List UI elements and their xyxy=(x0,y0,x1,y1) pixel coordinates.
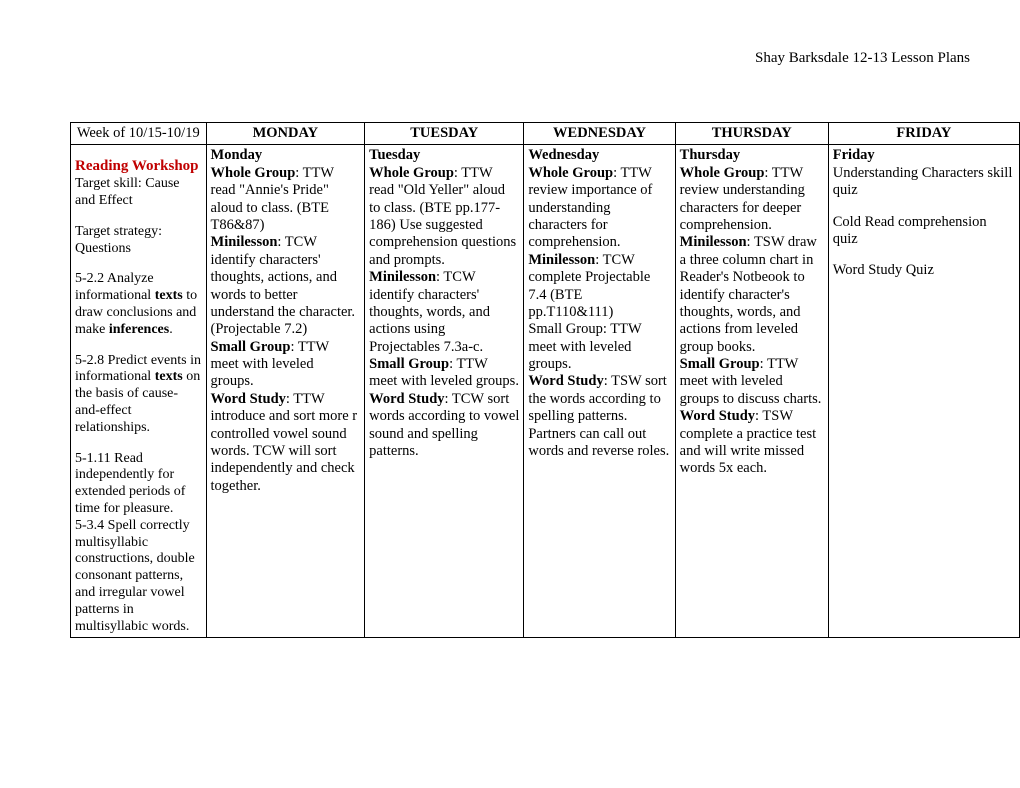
small-group: Small Group: TTW meet with leveled group… xyxy=(528,321,670,373)
day-label: Friday xyxy=(833,147,1015,164)
lesson-plan-table: Week of 10/15-10/19 MONDAY TUESDAY WEDNE… xyxy=(70,122,1020,638)
small-group: Small Group: TTW meet with leveled group… xyxy=(211,339,361,391)
sidebar-cell: Reading Workshop Target skill: Cause and… xyxy=(71,145,207,638)
wednesday-cell: Wednesday Whole Group: TTW review import… xyxy=(524,145,675,638)
col-header-tuesday: TUESDAY xyxy=(365,123,524,145)
word-study: Word Study: TCW sort words according to … xyxy=(369,391,519,461)
minilesson: Minilesson: TCW complete Projectable 7.4… xyxy=(528,252,670,322)
col-header-wednesday: WEDNESDAY xyxy=(524,123,675,145)
subject-title: Reading Workshop xyxy=(75,158,199,174)
whole-group: Whole Group: TTW review importance of un… xyxy=(528,165,670,252)
col-header-friday: FRIDAY xyxy=(828,123,1019,145)
standard-3: 5-1.11 Read independently for extended p… xyxy=(75,451,202,518)
friday-cell: Friday Understanding Characters skill qu… xyxy=(828,145,1019,638)
standard-4: 5-3.4 Spell correctly multisyllabic cons… xyxy=(75,518,202,636)
day-label: Monday xyxy=(211,147,361,164)
tuesday-cell: Tuesday Whole Group: TTW read "Old Yelle… xyxy=(365,145,524,638)
quiz-1: Understanding Characters skill quiz xyxy=(833,165,1015,200)
whole-group: Whole Group: TTW read "Old Yeller" aloud… xyxy=(369,165,519,269)
quiz-3: Word Study Quiz xyxy=(833,262,1015,279)
standard-2: 5-2.8 Predict events in informational te… xyxy=(75,353,202,437)
thursday-cell: Thursday Whole Group: TTW review underst… xyxy=(675,145,828,638)
target-skill: Target skill: Cause and Effect xyxy=(75,176,202,210)
day-label: Wednesday xyxy=(528,147,670,164)
word-study: Word Study: TSW complete a practice test… xyxy=(680,408,824,478)
monday-cell: Monday Whole Group: TTW read "Annie's Pr… xyxy=(206,145,365,638)
minilesson: Minilesson: TSW draw a three column char… xyxy=(680,234,824,356)
whole-group: Whole Group: TTW review understanding ch… xyxy=(680,165,824,235)
content-row: Reading Workshop Target skill: Cause and… xyxy=(71,145,1020,638)
header-row: Week of 10/15-10/19 MONDAY TUESDAY WEDNE… xyxy=(71,123,1020,145)
small-group: Small Group: TTW meet with leveled group… xyxy=(680,356,824,408)
quiz-2: Cold Read comprehension quiz xyxy=(833,214,1015,249)
target-strategy: Target strategy: Questions xyxy=(75,224,202,258)
minilesson: Minilesson: TCW identify characters' tho… xyxy=(369,269,519,356)
col-header-monday: MONDAY xyxy=(206,123,365,145)
week-range: Week of 10/15-10/19 xyxy=(71,123,207,145)
word-study: Word Study: TSW sort the words according… xyxy=(528,373,670,460)
col-header-thursday: THURSDAY xyxy=(675,123,828,145)
page-header: Shay Barksdale 12-13 Lesson Plans xyxy=(70,50,1020,67)
small-group: Small Group: TTW meet with leveled group… xyxy=(369,356,519,391)
minilesson: Minilesson: TCW identify characters' tho… xyxy=(211,234,361,338)
whole-group: Whole Group: TTW read "Annie's Pride" al… xyxy=(211,165,361,235)
word-study: Word Study: TTW introduce and sort more … xyxy=(211,391,361,495)
standard-1: 5-2.2 Analyze informational texts to dra… xyxy=(75,271,202,338)
day-label: Tuesday xyxy=(369,147,519,164)
day-label: Thursday xyxy=(680,147,824,164)
